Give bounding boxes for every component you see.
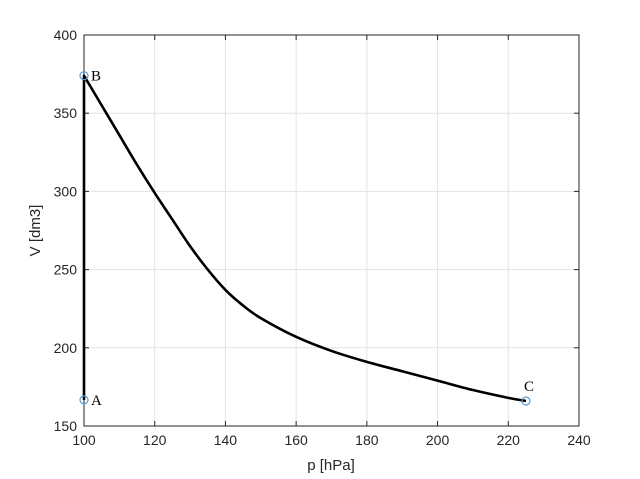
y-tick-label: 300 [54, 183, 78, 199]
y-axis: 150 200 250 300 350 400 [54, 27, 579, 434]
y-tick-label: 150 [54, 418, 78, 434]
x-tick-label: 220 [497, 432, 521, 448]
plot-area [84, 35, 579, 426]
series-line [82, 74, 527, 403]
point-marker-a [79, 395, 89, 405]
x-axis-label: p [hPa] [307, 457, 355, 474]
point-marker-c [521, 396, 531, 406]
y-tick-label: 200 [54, 340, 78, 356]
point-label-b: B [91, 69, 101, 85]
x-tick-label: 180 [355, 432, 379, 448]
x-tick-label: 100 [72, 432, 96, 448]
point-label-a: A [91, 393, 102, 409]
point-label-c: C [524, 379, 534, 395]
x-tick-label: 200 [426, 432, 450, 448]
y-axis-label: V [dm3] [27, 205, 44, 257]
y-tick-label: 400 [54, 27, 78, 43]
y-tick-label: 350 [54, 105, 78, 121]
x-tick-label: 160 [284, 432, 308, 448]
point-marker-b [79, 71, 89, 81]
x-tick-label: 140 [214, 432, 238, 448]
y-tick-label: 250 [54, 262, 78, 278]
x-tick-label: 120 [143, 432, 167, 448]
x-tick-label: 240 [567, 432, 591, 448]
points: A B C [79, 69, 534, 409]
x-axis: 100 120 140 160 180 200 220 240 [72, 35, 591, 448]
